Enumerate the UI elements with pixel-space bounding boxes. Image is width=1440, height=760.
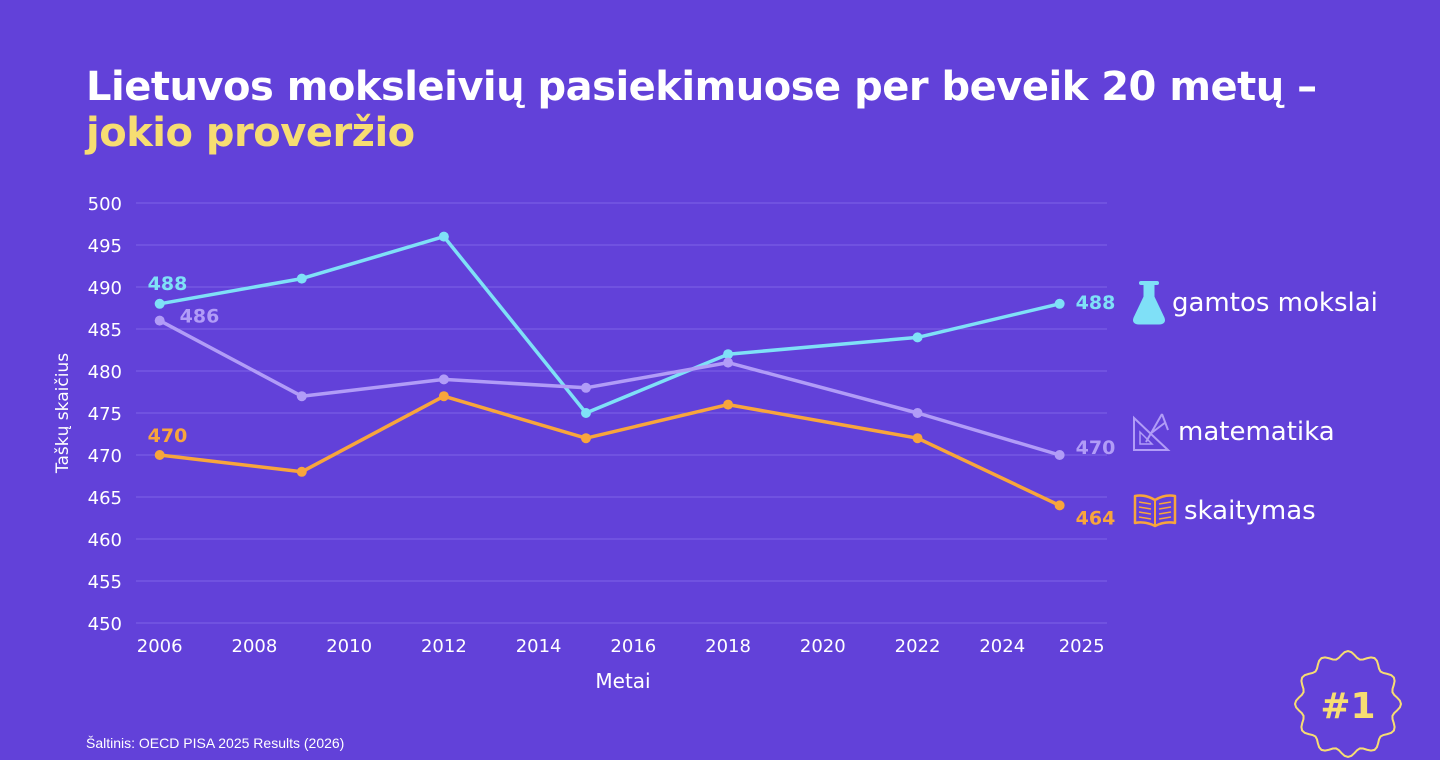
open-book-icon <box>1133 494 1177 528</box>
x-tick-label: 2010 <box>326 636 372 657</box>
x-tick-label: 2006 <box>137 636 183 657</box>
data-label-last: 470 <box>1076 437 1116 459</box>
series-line-1 <box>157 318 1062 457</box>
data-point <box>154 315 165 326</box>
ruler-compass-icon <box>1133 413 1171 451</box>
data-point <box>580 382 591 393</box>
data-label-first: 486 <box>180 306 220 328</box>
grid-lines <box>136 202 1107 624</box>
data-point <box>580 433 591 444</box>
y-tick-label: 485 <box>88 320 122 341</box>
x-tick-label: 2025 <box>1059 636 1105 657</box>
legend-label: skaitymas <box>1184 496 1316 526</box>
y-tick-label: 450 <box>88 614 122 635</box>
legend-gamtos-mokslai: gamtos mokslai <box>1132 280 1378 326</box>
x-tick-label: 2022 <box>895 636 941 657</box>
data-point <box>723 399 734 410</box>
x-tick-label: 2020 <box>800 636 846 657</box>
data-label-first: 470 <box>148 425 188 447</box>
data-point <box>1054 450 1065 460</box>
legend-label: matematika <box>1178 417 1335 447</box>
x-tick-label: 2014 <box>516 636 562 657</box>
data-point <box>438 374 449 385</box>
data-labels: 488 488 486 470 470 464 <box>148 273 1116 530</box>
legend-skaitymas: skaitymas <box>1132 493 1316 529</box>
y-tick-label: 480 <box>88 362 122 383</box>
title-line-2: jokio proveržio <box>86 110 415 156</box>
data-point <box>723 357 734 368</box>
x-tick-label: 2008 <box>232 636 278 657</box>
data-point <box>1054 500 1065 511</box>
data-label-first: 488 <box>148 273 188 295</box>
data-point <box>912 433 923 444</box>
title-line-1: Lietuvos moksleivių pasiekimuose per bev… <box>86 64 1317 110</box>
y-tick-label: 475 <box>88 404 122 425</box>
y-tick-label: 455 <box>88 572 122 593</box>
x-tick-label: 2016 <box>610 636 656 657</box>
legend-matematika: matematika <box>1132 412 1335 452</box>
x-axis-label: Metai <box>595 669 650 693</box>
data-point <box>580 408 591 418</box>
data-point <box>296 273 307 284</box>
y-tick-label: 470 <box>88 446 122 467</box>
data-point <box>912 408 923 418</box>
y-tick-label: 495 <box>88 236 122 257</box>
x-tick-label: 2018 <box>705 636 751 657</box>
badge-text: #1 <box>1320 686 1375 727</box>
data-point <box>1054 298 1065 309</box>
y-axis-label: Taškų skaičius <box>53 353 73 474</box>
y-axis-ticks: 450 455 460 465 470 475 480 485 490 495 500 <box>88 194 122 635</box>
data-label-last: 488 <box>1076 292 1116 314</box>
legend-label: gamtos mokslai <box>1172 288 1378 318</box>
series-line-0 <box>157 234 1062 415</box>
series-lines <box>154 231 1065 511</box>
chart-title: Lietuvos moksleivių pasiekimuose per bev… <box>86 64 1317 156</box>
badge-outline <box>1293 649 1403 759</box>
data-label-last: 464 <box>1076 507 1116 529</box>
data-point <box>154 450 165 460</box>
y-tick-label: 500 <box>88 194 122 215</box>
data-point <box>723 349 734 360</box>
x-tick-label: 2012 <box>421 636 467 657</box>
y-tick-label: 465 <box>88 488 122 509</box>
badge-number-one: #1 <box>1293 649 1403 759</box>
source-note: Šaltinis: OECD PISA 2025 Results (2026) <box>86 735 345 751</box>
data-point <box>438 231 449 242</box>
data-point <box>438 391 449 402</box>
flask-icon <box>1133 281 1165 325</box>
data-point <box>154 298 165 309</box>
y-tick-label: 460 <box>88 530 122 551</box>
data-point <box>296 466 307 477</box>
y-tick-label: 490 <box>88 278 122 299</box>
x-axis-ticks: 2006 2008 2010 2012 2014 2016 2018 2020 2022 2024… <box>137 636 1105 657</box>
data-point <box>296 391 307 402</box>
x-tick-label: 2024 <box>979 636 1025 657</box>
data-point <box>912 332 923 343</box>
